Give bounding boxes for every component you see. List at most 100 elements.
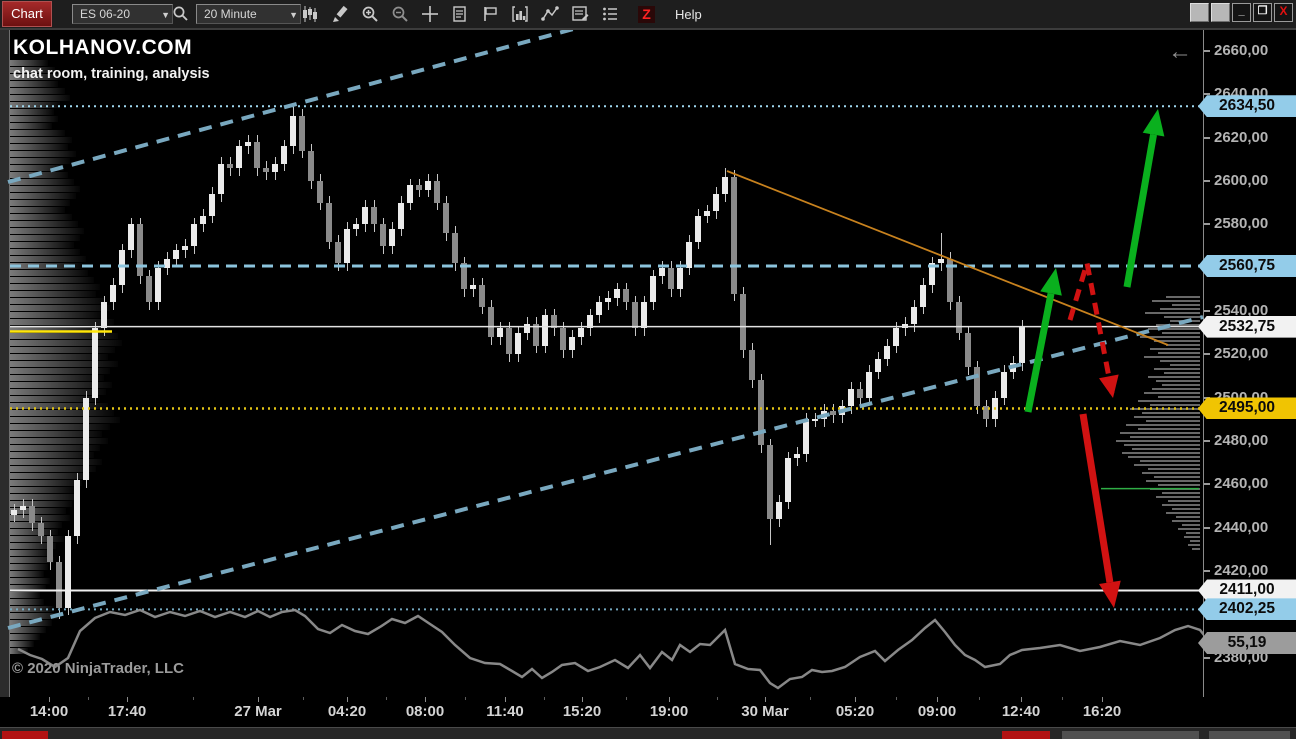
trendline-tool-icon[interactable] xyxy=(540,4,560,24)
time-tick xyxy=(1102,697,1103,702)
candle-body xyxy=(29,505,35,524)
candle-body xyxy=(407,185,413,203)
volume-profile-bar xyxy=(1178,528,1200,530)
volume-profile-bar xyxy=(10,494,80,500)
help-menu[interactable]: Help xyxy=(675,6,702,22)
volume-profile-bar xyxy=(10,137,72,143)
time-minor-tick xyxy=(88,697,89,700)
candle-body xyxy=(461,263,467,290)
candle-body xyxy=(470,284,476,290)
close-button[interactable]: X xyxy=(1274,3,1293,22)
price-axis[interactable]: 2660,00 2640,00 2620,00 2600,00 2580,00 2540,… xyxy=(1198,28,1296,699)
red-down-arrow-large xyxy=(1079,413,1114,583)
volume-profile-bar xyxy=(1158,396,1200,398)
time-tick-label: 08:00 xyxy=(405,703,445,720)
price-badge: 2532,75 xyxy=(1198,315,1296,338)
time-tick-label: 09:00 xyxy=(917,703,957,720)
volume-profile-bar xyxy=(10,151,76,157)
time-minor-tick xyxy=(1062,697,1063,700)
volume-profile-bar xyxy=(1138,428,1200,430)
volume-profile-bar xyxy=(1160,360,1200,362)
price-tick xyxy=(1204,353,1210,356)
bottom-taskbar-strip xyxy=(0,727,1296,739)
volume-profile-bar xyxy=(10,228,84,234)
strategy-icon[interactable] xyxy=(570,4,590,24)
time-minor-tick xyxy=(465,697,466,700)
candle-body xyxy=(299,115,305,151)
candle-body xyxy=(506,328,512,355)
volume-profile-bar xyxy=(1166,296,1200,298)
volume-profile-bar xyxy=(10,95,70,101)
crosshair-icon[interactable] xyxy=(420,4,440,24)
chart-panel[interactable]: KOLHANOV.COM chat room, training, analys… xyxy=(0,28,1296,738)
zoom-out-icon[interactable] xyxy=(390,4,410,24)
volume-profile-bar xyxy=(1148,328,1200,330)
volume-profile-bar xyxy=(1168,500,1200,502)
volume-profile-bar xyxy=(1164,372,1200,374)
volume-profile-bar xyxy=(1172,520,1200,522)
volume-profile-bar xyxy=(1156,324,1200,326)
draw-pencil-icon[interactable] xyxy=(330,4,350,24)
candle-body xyxy=(938,258,944,264)
volume-profile-bar xyxy=(10,109,54,115)
flag-icon[interactable] xyxy=(480,4,500,24)
candle-body xyxy=(1010,362,1016,372)
volume-profile-bar xyxy=(1145,312,1200,314)
toolbar-extra-button-1[interactable] xyxy=(1190,3,1209,22)
volume-profile-bar xyxy=(10,599,44,605)
volume-profile-bar xyxy=(1146,480,1200,482)
tab-chart[interactable]: Chart xyxy=(2,1,52,27)
volume-profile-bar xyxy=(1172,304,1200,306)
indicator-panel-icon[interactable] xyxy=(510,4,530,24)
candlestick-chart-icon[interactable] xyxy=(300,4,320,24)
volume-profile-bar xyxy=(1166,344,1200,346)
time-minor-tick xyxy=(717,697,718,700)
search-icon[interactable] xyxy=(170,3,190,23)
volume-profile-bar xyxy=(1154,476,1200,478)
price-tick-label: 2460,00 xyxy=(1214,475,1269,493)
candle-body xyxy=(236,146,242,168)
list-icon[interactable] xyxy=(600,4,620,24)
copyright-text: © 2020 NinjaTrader, LLC xyxy=(12,660,184,677)
time-axis[interactable]: 14:00 17:40 27 Mar 04:20 08:00 11:40 15:20 19:0… xyxy=(0,697,1296,727)
instrument-dropdown[interactable]: ES 06-20 ▼ xyxy=(72,4,173,24)
candle-body xyxy=(263,167,269,173)
volume-profile-bar xyxy=(10,179,74,185)
toolbar-extra-button-2[interactable] xyxy=(1211,3,1230,22)
candle-body xyxy=(704,211,710,216)
candle-body xyxy=(614,289,620,298)
volume-profile-bar xyxy=(10,165,64,171)
candle-body xyxy=(551,315,557,329)
candle-body xyxy=(992,397,998,420)
time-tick xyxy=(347,697,348,702)
volume-profile-bar xyxy=(10,172,68,178)
price-tick-label: 2440,00 xyxy=(1214,518,1269,536)
volume-profile-bar xyxy=(1144,392,1200,394)
volume-profile-bar xyxy=(1162,384,1200,386)
candle-body xyxy=(209,193,215,216)
volume-profile-bar xyxy=(1132,448,1200,450)
drawing-overlay xyxy=(7,28,1293,690)
minimize-button[interactable]: _ xyxy=(1232,3,1251,22)
green-up-arrow-small xyxy=(1024,292,1055,413)
price-tick xyxy=(1204,526,1210,529)
interval-dropdown[interactable]: 20 Minute ▼ xyxy=(196,4,301,24)
volume-profile-bar xyxy=(10,319,114,325)
volume-profile-bar xyxy=(1158,352,1200,354)
volume-profile-bar xyxy=(10,312,102,318)
candle-body xyxy=(857,388,863,398)
volume-profile-bar xyxy=(10,221,78,227)
data-series-icon[interactable] xyxy=(450,4,470,24)
price-tick-label: 2580,00 xyxy=(1214,215,1269,233)
back-arrow-icon[interactable]: ← xyxy=(1168,38,1192,65)
candle-body xyxy=(812,419,818,422)
volume-profile-bar xyxy=(10,186,80,192)
restore-button[interactable]: ❒ xyxy=(1253,3,1272,22)
z-menu[interactable]: Z xyxy=(638,5,655,23)
zoom-in-icon[interactable] xyxy=(360,4,380,24)
volume-profile-bar xyxy=(1192,548,1200,550)
candle-body xyxy=(668,267,674,290)
watermark-subtitle: chat room, training, analysis xyxy=(13,66,210,82)
volume-profile-bar xyxy=(1150,404,1200,406)
volume-profile-bar xyxy=(10,613,60,619)
